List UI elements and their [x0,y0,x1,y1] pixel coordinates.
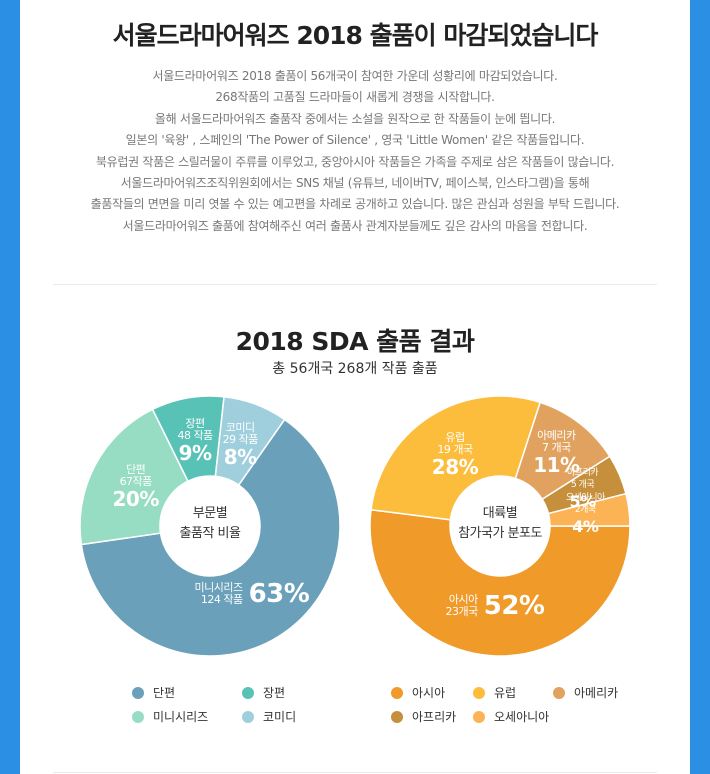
legend-label: 아메리카 [574,686,619,700]
slice-name: 미니시리즈 [194,581,243,595]
slice-percent: 63% [248,579,310,610]
legend-swatch [242,710,254,723]
legend-item: 아시아 [391,684,445,701]
slice-percent: 28% [431,455,479,480]
legend-label: 유럽 [494,686,517,700]
legend-swatch [473,686,485,699]
slice-name: 단편 [126,462,146,476]
slice-오세아니아 [547,492,630,527]
legend-swatch [242,686,254,699]
slice-name: 유럽 [445,431,465,445]
legend-swatch [553,686,565,699]
slice-label: 아프리카 5 개국 5% [567,467,599,513]
legend-item: 아프리카 [391,708,456,725]
intro-line: 올해 서울드라마어워즈 출품작 중에서는 소설을 원작으로 한 작품들이 눈에 … [154,111,556,126]
slice-text: 아시아 23개국 [445,592,478,618]
page-title: 서울드라마어워즈 2018 출품이 마감되었습니다 [112,21,599,50]
slice-코미디 [214,395,286,487]
legend-item: 아메리카 [553,684,618,701]
legend-item: 오세아니아 [473,708,549,725]
results-title: 2018 SDA 출품 결과 [235,327,475,356]
slice-label: 유럽 19 개국 28% [431,431,479,480]
slice-label: 아시아 23개국 52% [445,592,544,620]
legend-label: 아프리카 [412,710,457,724]
slice-단편 [80,408,189,546]
slice-label: 코미디 29 작품 8% [222,421,259,470]
bottom-divider [53,772,657,773]
legend-label: 오세아니아 [494,710,550,724]
legend-label: 코미디 [263,710,297,724]
slice-text: 미니시리즈 124 작품 [194,581,243,607]
slice-count: 124 작품 [200,593,243,607]
slice-percent: 20% [112,486,160,511]
genre-donut-chart: 부문별 출품작 비율 미니시리즈 124 작품 63% 단편 67작품 20% 장편 48 작… [80,394,340,658]
intro-line: 일본의 '육왕' , 스페인의 'The Power of Silence' ,… [125,133,585,148]
legend-label: 단편 [153,686,176,700]
slice-유럽 [370,395,542,521]
slice-아시아 [370,508,630,657]
results-subtitle: 총 56개국 268개 작품 출품 [272,361,438,377]
legend-label: 장편 [263,686,286,700]
center-label-line: 부문별 [192,506,228,521]
legend-item: 장편 [242,684,285,701]
slice-label: 장편 48 작품 9% [177,417,213,466]
slice-미니시리즈 [80,418,340,657]
slice-count: 67작품 [119,474,153,488]
genre-donut-svg [80,395,340,657]
intro-text: 서울드라마어워즈 2018 출품이 56개국이 참여한 가운데 성황리에 마감되… [30,66,680,237]
slice-percent: 52% [483,590,545,621]
center-label-line: 대륙별 [482,506,518,521]
slice-count: 29 작품 [222,433,259,447]
slice-count: 48 작품 [177,429,213,443]
slice-name: 오세아니아 [565,493,605,504]
intro-line: 서울드라마어워즈조직위원회에서는 SNS 채널 (유튜브, 네이버TV, 페이스… [120,176,590,191]
legend-swatch [391,710,403,723]
legend-swatch [132,710,144,723]
legend-swatch [391,686,403,699]
slice-count: 7 개국 [542,441,571,455]
legend-item: 코미디 [242,708,296,725]
slice-label: 단편 67작품 20% [112,462,160,511]
genre-center-label: 부문별 출품작 비율 [160,504,260,544]
slice-percent: 4% [572,517,599,537]
intro-line: 북유럽권 작품은 스릴러물이 주류를 이루었고, 중앙아시아 작품들은 가족을 … [95,154,615,169]
slice-label: 아메리카 7 개국 11% [533,429,580,478]
slice-name: 아메리카 [537,429,576,443]
slice-percent: 5% [569,492,597,512]
continent-center-label: 대륙별 참가국가 분포도 [450,504,550,544]
content-card: 서울드라마어워즈 2018 출품이 마감되었습니다 서울드라마어워즈 2018 … [20,0,690,774]
legend-label: 미니시리즈 [153,710,209,724]
center-label-line: 출품작 비율 [179,526,241,541]
legend-swatch [473,710,485,723]
slice-name: 아프리카 [567,468,599,479]
slice-count: 2개국 [574,505,596,516]
slice-count: 23개국 [445,604,478,618]
legend-item: 유럽 [473,684,516,701]
continent-donut-chart: 대륙별 참가국가 분포도 아시아 23개국 52% 유럽 19 개국 28% 아메리카 7 개… [370,394,630,658]
slice-percent: 8% [223,445,257,470]
slice-percent: 9% [178,441,212,466]
legend-swatch [132,686,144,699]
intro-line: 서울드라마어워즈 출품에 참여해주신 여러 출품사 관계자분들께도 깊은 감사의… [122,218,588,233]
legend-item: 단편 [132,684,175,701]
slice-name: 장편 [185,417,205,431]
intro-line: 서울드라마어워즈 2018 출품이 56개국이 참여한 가운데 성황리에 마감되… [152,69,558,83]
intro-line: 268작품의 고품질 드라마들이 새롭게 경쟁을 시작합니다. [215,90,495,105]
slice-label: 오세아니아 2개국 4% [566,492,605,538]
slice-count: 19 개국 [437,443,473,457]
slice-count: 5 개국 [571,480,595,491]
slice-name: 아시아 [448,592,478,606]
center-label-line: 참가국가 분포도 [458,526,542,541]
section-divider [53,284,657,285]
slice-label: 미니시리즈 124 작품 63% [194,580,309,608]
legend-item: 미니시리즈 [132,708,208,725]
legend-label: 아시아 [412,686,446,700]
slice-name: 코미디 [225,421,255,435]
continent-donut-svg [370,395,630,657]
slice-percent: 11% [533,453,580,478]
intro-line: 출품작들의 면면을 미리 엿볼 수 있는 예고편을 차례로 공개하고 있습니다.… [90,197,620,212]
